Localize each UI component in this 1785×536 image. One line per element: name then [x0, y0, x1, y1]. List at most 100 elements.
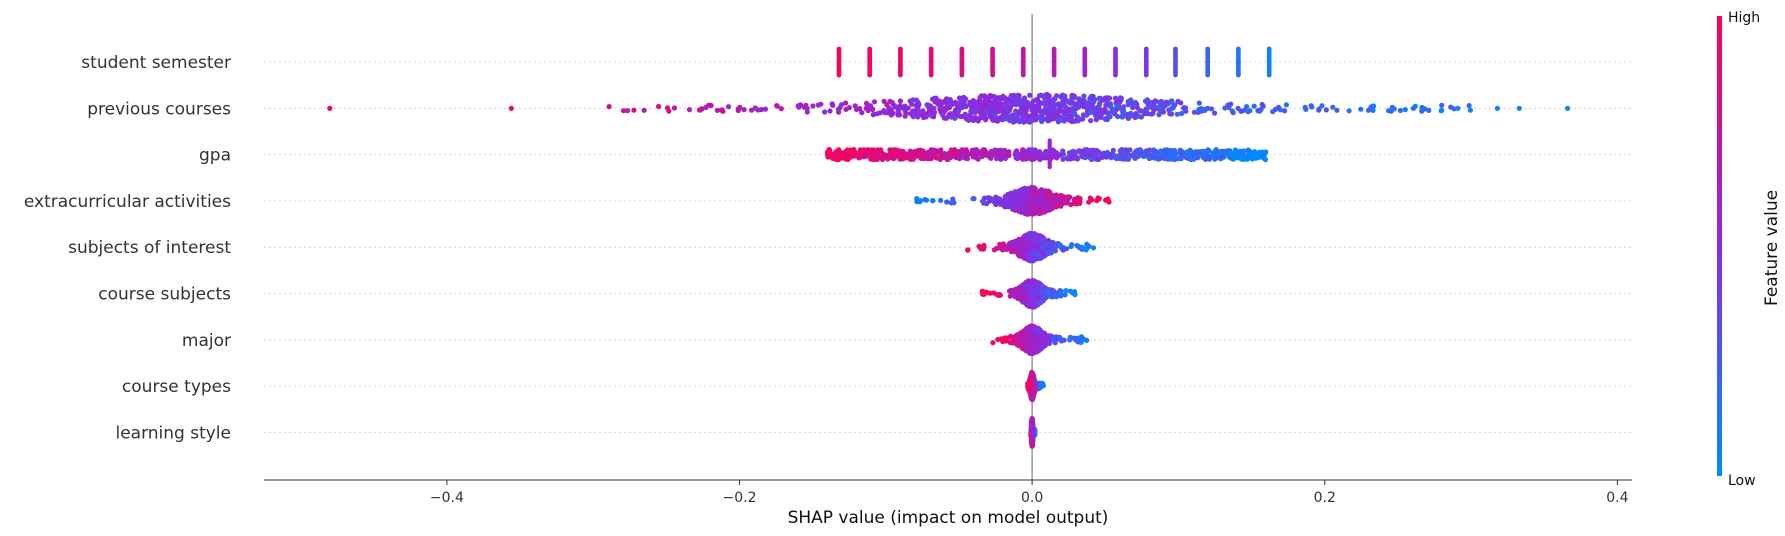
shap-point: [930, 198, 936, 204]
shap-point: [1049, 106, 1055, 112]
shap-point: [1035, 98, 1041, 104]
shap-point: [1266, 72, 1272, 78]
shap-point: [1196, 100, 1202, 106]
shap-point: [762, 106, 769, 112]
shap-point: [1323, 107, 1329, 113]
shap-point: [1186, 153, 1192, 159]
shap-point: [1144, 105, 1150, 112]
shap-point: [624, 108, 631, 114]
shap-point: [1046, 93, 1052, 99]
shap-point: [843, 100, 849, 106]
shap-point: [1057, 242, 1063, 248]
shap-point: [874, 153, 880, 159]
shap-point: [959, 148, 965, 154]
shap-point: [1027, 279, 1033, 286]
shap-point: [1238, 108, 1244, 114]
shap-point: [1109, 151, 1115, 157]
shap-point: [827, 108, 833, 114]
shap-point: [1051, 115, 1057, 121]
shap-point: [1062, 104, 1068, 110]
shap-point: [1030, 394, 1036, 401]
shap-point: [1016, 101, 1022, 107]
shap-point: [1259, 101, 1265, 108]
shap-point: [1057, 108, 1063, 114]
shap-point: [1076, 148, 1082, 154]
shap-point: [1041, 110, 1047, 116]
shap-point: [903, 110, 909, 116]
shap-point: [1004, 96, 1010, 103]
shap-point: [967, 112, 973, 118]
shap-point: [1020, 97, 1026, 103]
shap-point: [1089, 102, 1095, 108]
shap-point: [830, 155, 836, 161]
shap-point: [1208, 106, 1215, 112]
shap-point: [1034, 285, 1040, 291]
shap-point: [1073, 337, 1079, 343]
shap-point: [1019, 114, 1025, 120]
shap-point: [944, 199, 950, 205]
shap-point: [1030, 153, 1036, 159]
shap-point: [997, 201, 1004, 207]
shap-point: [755, 107, 761, 113]
shap-point: [795, 103, 801, 109]
shap-point: [1115, 114, 1121, 120]
shap-point: [922, 197, 928, 203]
shap-point: [1070, 110, 1077, 116]
shap-point: [989, 93, 995, 100]
shap-point: [1060, 156, 1066, 162]
shap-point: [1302, 104, 1308, 110]
shap-point: [1226, 150, 1232, 156]
shap-point: [983, 108, 989, 114]
shap-point: [1410, 105, 1416, 111]
shap-point: [1061, 110, 1067, 116]
shap-point: [810, 103, 816, 109]
shap-point: [1043, 148, 1049, 155]
shap-point: [1202, 107, 1208, 113]
shap-point: [1040, 251, 1046, 257]
shap-point: [778, 106, 784, 112]
shap-point: [1186, 149, 1193, 155]
shap-point: [1067, 156, 1074, 162]
shap-point: [962, 111, 968, 117]
shap-point: [1039, 190, 1045, 196]
shap-point: [1037, 385, 1043, 391]
shap-point: [1145, 101, 1151, 107]
shap-point: [1153, 148, 1159, 154]
shap-point: [1162, 103, 1168, 109]
shap-point: [1024, 195, 1030, 201]
shap-point: [1212, 110, 1218, 116]
shap-point: [1052, 95, 1058, 102]
shap-point: [1024, 148, 1030, 154]
shap-point: [1092, 112, 1099, 118]
shap-point: [958, 97, 964, 103]
shap-point: [1565, 105, 1571, 111]
shap-point: [1004, 115, 1010, 121]
shap-point: [1027, 92, 1033, 98]
shap-point: [1205, 72, 1211, 78]
shap-point: [972, 110, 978, 116]
shap-point: [1068, 243, 1074, 250]
shap-point: [1079, 244, 1085, 250]
shap-point: [1123, 113, 1129, 119]
shap-point: [1262, 157, 1268, 163]
shap-point: [1096, 95, 1102, 101]
shap-point: [1039, 238, 1045, 244]
shap-point: [1090, 245, 1097, 251]
shap-point: [941, 115, 947, 121]
shap-point: [836, 109, 842, 115]
shap-point: [1213, 155, 1219, 161]
shap-point: [1173, 72, 1178, 78]
shap-point: [1175, 98, 1181, 104]
shap-point: [1067, 100, 1073, 106]
shap-point: [1131, 153, 1137, 159]
shap-point: [1230, 110, 1236, 116]
shap-point: [871, 99, 878, 105]
shap-point: [804, 109, 810, 115]
shap-point: [1024, 343, 1030, 349]
shap-point: [1006, 152, 1012, 159]
shap-point: [1027, 302, 1033, 308]
shap-point: [1467, 107, 1473, 113]
shap-point: [1196, 106, 1202, 113]
shap-point: [1033, 117, 1039, 123]
